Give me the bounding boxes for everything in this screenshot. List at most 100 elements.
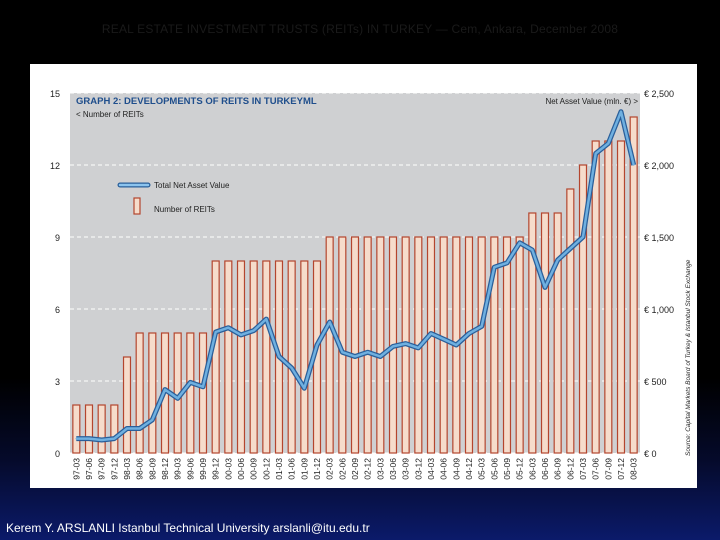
left-tick-label: 15	[50, 89, 60, 99]
bar-reit-count	[236, 260, 246, 454]
x-tick-label: 06-12	[565, 458, 575, 480]
nav-point	[569, 247, 572, 250]
nav-point	[240, 334, 242, 336]
x-tick-label: 06-03	[527, 458, 537, 480]
nav-point	[278, 355, 280, 358]
x-tick-label: 97-06	[84, 458, 94, 480]
bar-reit-count	[110, 404, 119, 454]
bar-reit-count	[376, 236, 385, 454]
x-tick-label: 05-06	[489, 458, 499, 480]
nav-point	[75, 437, 78, 440]
bar-reit-count	[350, 236, 360, 454]
x-tick-label: 07-06	[591, 458, 601, 480]
nav-point	[544, 286, 546, 289]
nav-point	[468, 332, 470, 335]
right-tick-label: € 500	[644, 377, 667, 387]
nav-point	[506, 262, 508, 264]
nav-point	[227, 326, 230, 329]
right-tick-label: € 1,000	[644, 305, 674, 315]
nav-point	[252, 329, 255, 332]
nav-point	[151, 419, 154, 421]
left-axis-label: < Number of REITs	[76, 110, 144, 119]
source-note: Source: Capital Markets Board of Turkey …	[685, 259, 692, 456]
x-tick-label: 01-06	[287, 458, 297, 480]
nav-point	[620, 110, 622, 113]
nav-point	[455, 344, 458, 346]
x-tick-label: 05-03	[477, 458, 487, 480]
left-axis-ticks: 0 3 6 9 12 15	[50, 89, 60, 459]
x-tick-label: 02-12	[363, 458, 373, 480]
bar-reit-count	[540, 212, 550, 454]
x-tick-label: 99-12	[211, 458, 221, 480]
legend-bar-label: Number of REITs	[154, 205, 215, 214]
nav-point	[113, 437, 116, 440]
chart-panel: 0 3 6 9 12 15 € 0 € 500 € 1,000 € 1,500 € 2,000 € …	[30, 64, 697, 488]
bar-reit-count	[249, 260, 258, 454]
nav-point	[417, 347, 420, 349]
bar-reit-count	[300, 260, 309, 454]
x-tick-label: 01-03	[274, 458, 284, 480]
x-tick-label: 07-12	[616, 458, 626, 480]
left-tick-label: 12	[50, 161, 60, 171]
x-tick-label: 00-06	[236, 458, 246, 480]
bar-reit-count	[578, 164, 588, 454]
bar-reit-count	[490, 236, 499, 454]
nav-point	[202, 385, 204, 388]
nav-point	[632, 164, 635, 166]
slide-header: REAL ESTATE INVESTMENT TRUSTS (REITs) IN…	[101, 22, 619, 36]
bar-reit-count	[198, 332, 208, 454]
left-tick-label: 6	[55, 305, 60, 315]
x-tick-label: 05-09	[502, 458, 512, 480]
x-tick-label: 04-12	[464, 458, 474, 480]
x-tick-label: 04-06	[439, 458, 449, 480]
bar-reit-count	[148, 332, 157, 454]
nav-point	[518, 241, 521, 244]
footer-credit: Kerem Y. ARSLANLI Istanbul Technical Uni…	[6, 521, 370, 535]
x-tick-label: 00-12	[261, 458, 271, 480]
right-tick-label: € 2,500	[644, 89, 674, 99]
x-tick-label: 06-06	[540, 458, 550, 480]
x-axis-ticks: 97-03 97-06 97-09 97-12 98-03 98-06 98-09 98-12…	[71, 458, 638, 480]
right-tick-label: € 0	[644, 449, 657, 459]
x-tick-label: 98-09	[147, 458, 157, 480]
bar-reit-count	[186, 332, 195, 454]
x-tick-label: 02-03	[325, 458, 335, 480]
x-tick-label: 97-12	[109, 458, 119, 480]
right-tick-label: € 1,500	[644, 233, 674, 243]
bar-reit-count	[604, 140, 613, 454]
nav-point	[100, 439, 103, 441]
bar-reit-count	[477, 236, 486, 454]
nav-point	[316, 344, 318, 346]
nav-point	[594, 152, 597, 155]
nav-point	[442, 338, 445, 341]
bar-reit-count	[502, 236, 512, 454]
bar-reit-count	[464, 236, 474, 454]
x-tick-label: 07-09	[603, 458, 613, 480]
bar-reit-count	[84, 404, 94, 454]
bar-reit-count	[439, 236, 448, 454]
nav-point	[556, 259, 559, 261]
right-axis-ticks: € 0 € 500 € 1,000 € 1,500 € 2,000 € 2,500	[644, 89, 674, 459]
x-tick-label: 01-12	[312, 458, 322, 480]
nav-point	[379, 355, 382, 358]
nav-point	[176, 397, 179, 400]
bar-reit-count	[122, 356, 132, 454]
nav-point	[366, 351, 369, 354]
bar-reit-count	[528, 212, 537, 454]
x-tick-label: 98-03	[122, 458, 132, 480]
nav-point	[430, 332, 432, 335]
bar-reit-count	[262, 260, 271, 454]
x-tick-label: 97-09	[97, 458, 107, 480]
x-tick-label: 04-09	[451, 458, 461, 480]
bar-reit-count	[363, 236, 372, 454]
bar-reit-count	[591, 140, 600, 454]
nav-point	[582, 236, 584, 238]
nav-point	[607, 142, 610, 145]
nav-point	[164, 388, 166, 391]
x-tick-label: 00-09	[249, 458, 259, 480]
line-series	[75, 109, 637, 443]
nav-point	[126, 427, 128, 430]
nav-point	[328, 321, 331, 323]
nav-point	[290, 367, 293, 369]
bar-reit-count	[616, 140, 626, 454]
